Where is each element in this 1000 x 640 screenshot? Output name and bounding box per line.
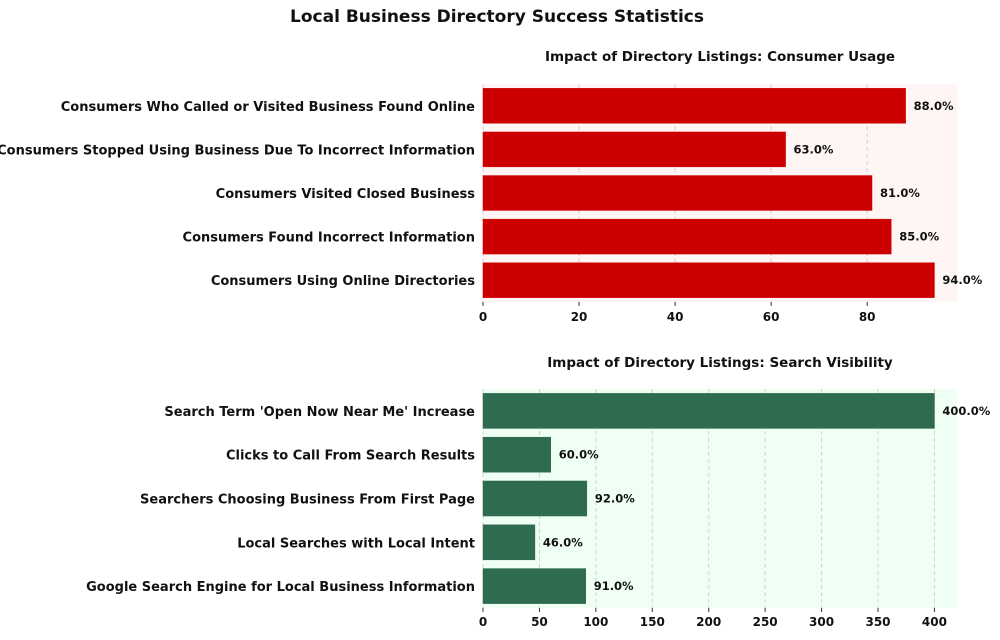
figure-title: Local Business Directory Success Statist… xyxy=(290,7,704,27)
x-tick-label: 0 xyxy=(479,310,487,324)
bar xyxy=(482,480,588,517)
search-visibility-title: Impact of Directory Listings: Search Vis… xyxy=(547,355,893,371)
category-label: Clicks to Call From Search Results xyxy=(226,449,475,464)
category-label: Local Searches with Local Intent xyxy=(237,536,475,551)
bar-value-label: 60.0% xyxy=(559,448,599,462)
x-tick-label: 100 xyxy=(583,615,608,629)
bar-value-label: 92.0% xyxy=(595,492,635,506)
x-tick-label: 400 xyxy=(922,615,947,629)
bar-value-label: 91.0% xyxy=(594,579,634,593)
consumer-usage-bars xyxy=(482,88,935,298)
category-label: Google Search Engine for Local Business … xyxy=(86,580,475,595)
bar xyxy=(482,88,906,124)
bar-value-label: 63.0% xyxy=(794,142,834,156)
bar xyxy=(482,393,935,429)
category-label: Consumers Found Incorrect Information xyxy=(183,231,475,246)
x-tick-label: 250 xyxy=(753,615,778,629)
bar xyxy=(482,524,536,561)
bar-value-label: 81.0% xyxy=(880,186,920,200)
search-visibility-category-labels: Google Search Engine for Local Business … xyxy=(86,405,475,595)
x-tick-label: 200 xyxy=(696,615,721,629)
bar xyxy=(482,436,551,473)
bar-value-label: 85.0% xyxy=(899,230,939,244)
consumer-usage-x-ticks: 0 20 40 60 80 xyxy=(479,302,876,324)
x-tick-label: 350 xyxy=(865,615,890,629)
category-label: Search Term 'Open Now Near Me' Increase xyxy=(164,405,475,420)
search-visibility-chart: Impact of Directory Listings: Search Vis… xyxy=(86,355,991,629)
bar xyxy=(482,262,935,298)
bar xyxy=(482,218,892,255)
x-tick-label: 50 xyxy=(531,615,548,629)
bar xyxy=(482,131,786,168)
consumer-usage-value-labels: 94.0% 85.0% 81.0% 63.0% 88.0% xyxy=(794,99,983,287)
x-tick-label: 300 xyxy=(809,615,834,629)
category-label: Consumers Visited Closed Business xyxy=(216,187,476,202)
category-label: Consumers Using Online Directories xyxy=(211,274,475,289)
search-visibility-x-ticks: 0 50 100 150 200 250 300 350 400 xyxy=(479,608,947,629)
category-label: Searchers Choosing Business From First P… xyxy=(140,493,475,508)
consumer-usage-chart: Impact of Directory Listings: Consumer U… xyxy=(0,49,983,324)
category-label: Consumers Stopped Using Business Due To … xyxy=(0,143,475,158)
search-visibility-value-labels: 91.0% 46.0% 92.0% 60.0% 400.0% xyxy=(543,404,991,593)
x-tick-label: 40 xyxy=(667,310,684,324)
x-tick-label: 20 xyxy=(571,310,588,324)
bar-value-label: 88.0% xyxy=(914,99,954,113)
x-tick-label: 150 xyxy=(640,615,665,629)
bar xyxy=(482,568,586,604)
bar-value-label: 400.0% xyxy=(942,404,990,418)
bar xyxy=(482,175,873,211)
consumer-usage-category-labels: Consumers Using Online Directories Consum… xyxy=(0,100,475,289)
bar-value-label: 46.0% xyxy=(543,535,583,549)
search-visibility-bars xyxy=(482,393,935,604)
category-label: Consumers Who Called or Visited Business… xyxy=(61,100,475,115)
x-tick-label: 60 xyxy=(763,310,780,324)
x-tick-label: 80 xyxy=(859,310,876,324)
x-tick-label: 0 xyxy=(479,615,487,629)
consumer-usage-title: Impact of Directory Listings: Consumer U… xyxy=(545,49,895,65)
bar-value-label: 94.0% xyxy=(942,273,982,287)
